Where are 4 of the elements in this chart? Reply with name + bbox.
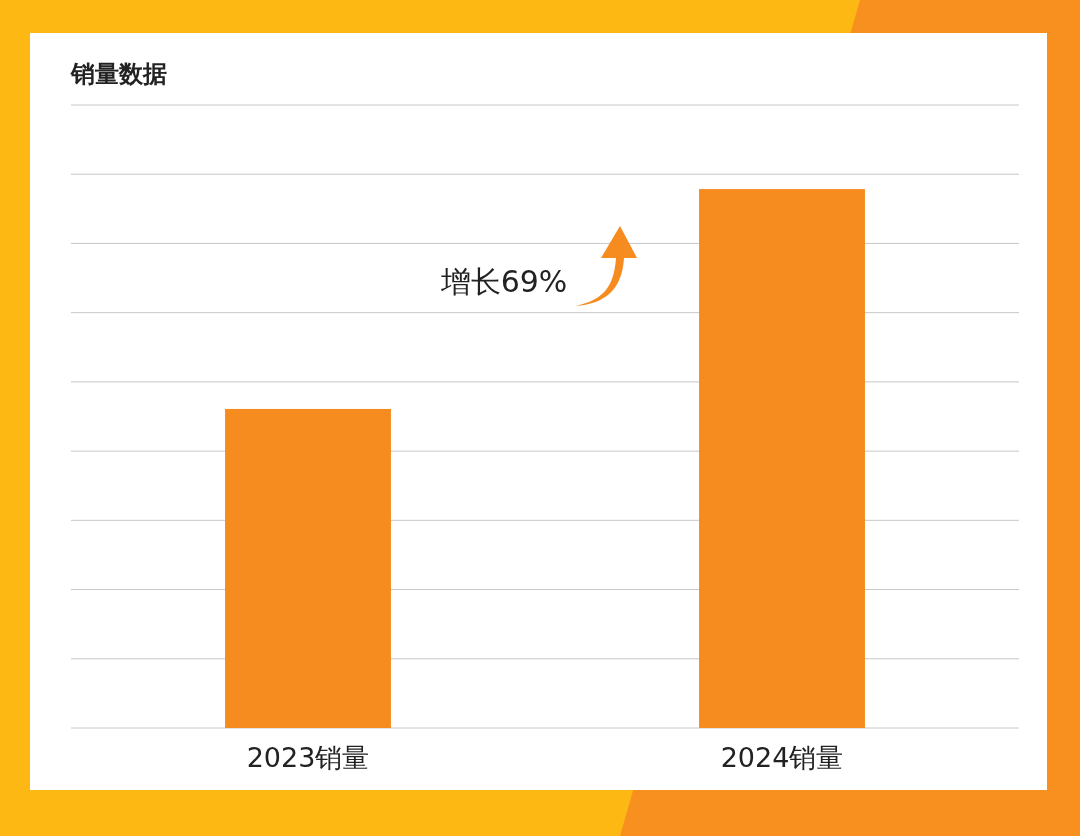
annotation: 增长69% bbox=[439, 264, 568, 299]
x-tick-label: 2024销量 bbox=[720, 742, 844, 773]
x-tick-label: 2023销量 bbox=[246, 742, 370, 773]
chart-title: 销量数据 bbox=[70, 60, 167, 88]
